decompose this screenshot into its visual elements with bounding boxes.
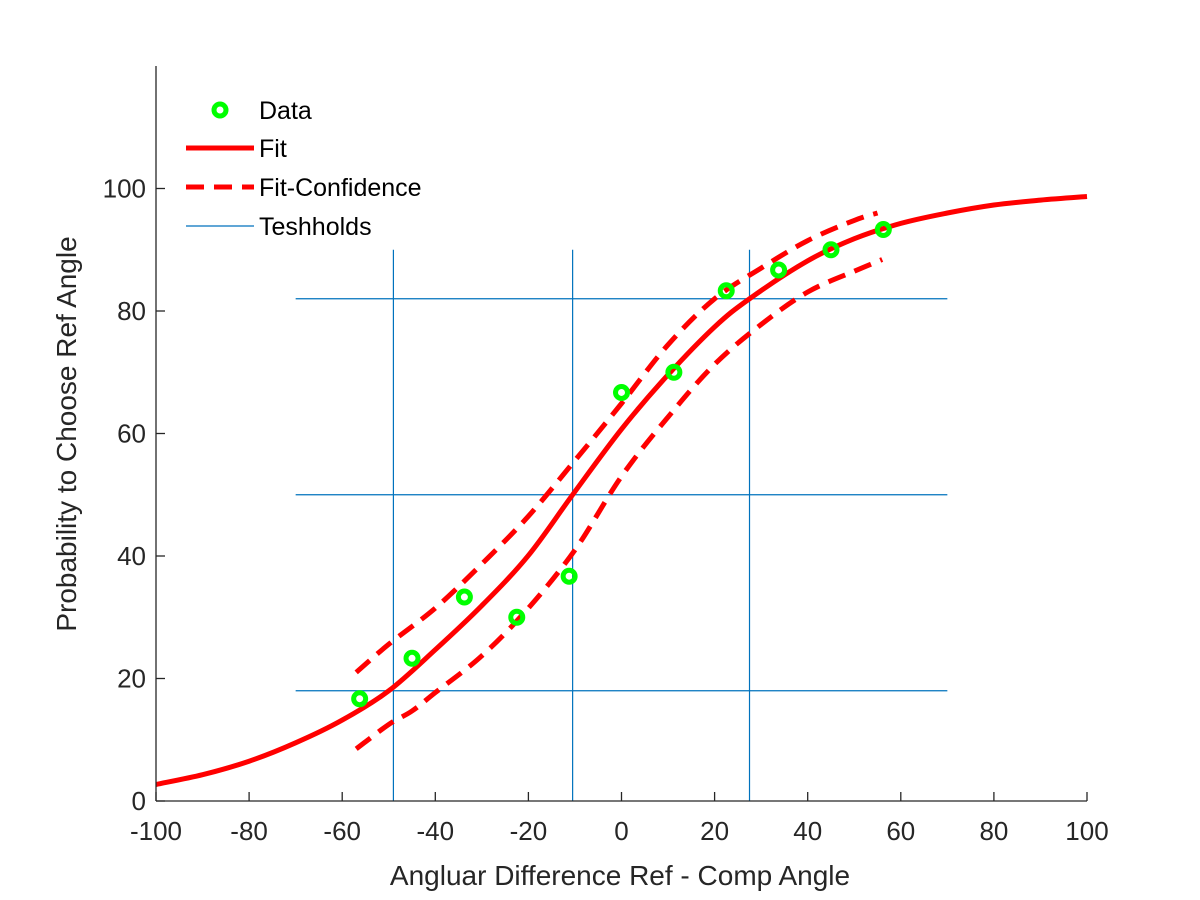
data-point: [822, 241, 840, 259]
data-point: [560, 567, 578, 585]
y-tick-label: 100: [103, 174, 146, 204]
legend-confidence-label: Fit-Confidence: [259, 174, 422, 202]
legend-item-fit-confidence: Fit-Confidence: [186, 174, 422, 202]
y-tick-label: 80: [117, 296, 146, 326]
y-tick-label: 20: [117, 664, 146, 694]
data-point: [665, 363, 683, 381]
x-tick-label: -80: [230, 816, 268, 846]
x-tick-label: 0: [614, 816, 628, 846]
data-point: [508, 608, 526, 626]
legend-item-thresholds: Teshholds: [186, 213, 372, 241]
data-point: [403, 649, 421, 667]
x-tick-label: 40: [793, 816, 822, 846]
x-tick-label: 20: [700, 816, 729, 846]
legend-data-label: Data: [259, 97, 312, 125]
x-tick-label: -40: [417, 816, 455, 846]
legend-data-marker: [211, 101, 229, 119]
axes: -100 -80 -60 -40 -20 0 20 40 60 80 100 0 20 40 60 80 100: [103, 66, 1109, 846]
x-tick-label: -20: [510, 816, 548, 846]
fit-curve-group: [155, 194, 1088, 787]
legend-thresholds-label: Teshholds: [259, 213, 372, 241]
confidence-band: [354, 210, 884, 751]
data-point: [874, 221, 892, 239]
x-tick-label: 100: [1065, 816, 1108, 846]
threshold-lines: [295, 249, 948, 801]
legend-item-data: Data: [211, 97, 312, 125]
legend-item-fit: Fit: [186, 135, 287, 163]
fit-curve: [155, 194, 1088, 787]
x-tick-label: 60: [886, 816, 915, 846]
data-points: [351, 221, 892, 708]
data-point: [351, 690, 369, 708]
confidence-lower-line: [354, 257, 884, 751]
data-point: [613, 383, 630, 401]
y-axis-title: Probability to Choose Ref Angle: [51, 236, 82, 631]
y-tick-label: 0: [132, 786, 146, 816]
x-axis-title: Angluar Difference Ref - Comp Angle: [390, 860, 850, 891]
x-tick-label: -100: [130, 816, 182, 846]
y-tick-label: 60: [117, 419, 146, 449]
x-tick-label: 80: [979, 816, 1008, 846]
data-point: [455, 588, 473, 606]
data-point: [770, 261, 788, 279]
data-point: [717, 282, 735, 300]
x-tick-label: -60: [323, 816, 361, 846]
legend-fit-label: Fit: [259, 135, 287, 163]
y-tick-label: 40: [117, 541, 146, 571]
confidence-upper-line: [354, 210, 879, 675]
legend: Data Fit Fit-Confidence Teshholds: [186, 97, 422, 241]
